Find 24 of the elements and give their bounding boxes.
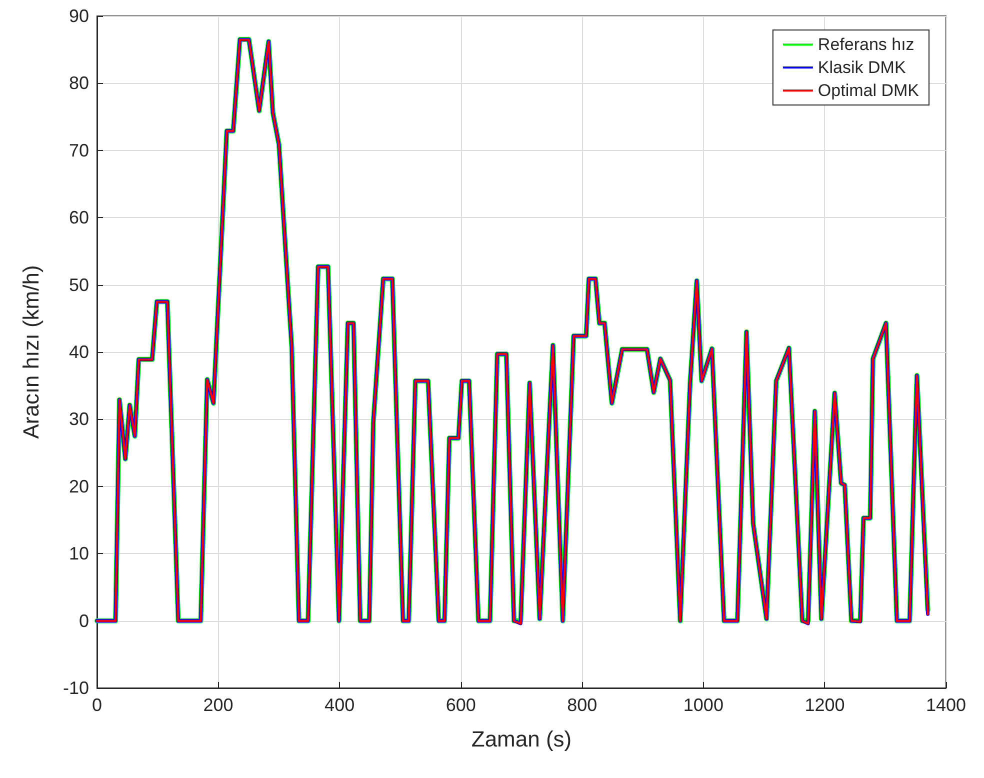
legend-label: Klasik DMK [818,58,906,77]
x-tick-label: 1000 [683,695,724,715]
y-tick-label: 80 [68,73,89,94]
legend-label: Referans hız [818,35,914,54]
y-tick-label: 40 [68,342,89,362]
y-tick-label: 30 [68,409,89,430]
y-axis-title: Aracın hızı (km/h) [18,265,44,439]
y-tick-label: 60 [68,208,89,228]
y-tick-label: 70 [68,140,89,160]
x-tick-label: 400 [324,695,355,715]
x-tick-label: 800 [567,695,598,715]
y-tick-label: 10 [68,544,89,564]
x-tick-label: 1200 [804,695,845,715]
y-tick-label: 90 [68,6,89,26]
y-tick-label: 0 [78,610,89,631]
y-tick-label: 50 [68,274,89,295]
x-tick-label: 0 [92,695,102,715]
y-tick-label: -10 [62,678,89,698]
x-tick-label: 200 [203,695,234,715]
x-axis-title: Zaman (s) [471,726,572,752]
legend-label: Optimal DMK [818,81,920,100]
x-tick-label: 1400 [926,695,966,715]
y-tick-label: 20 [68,476,89,496]
x-tick-label: 600 [446,695,476,715]
